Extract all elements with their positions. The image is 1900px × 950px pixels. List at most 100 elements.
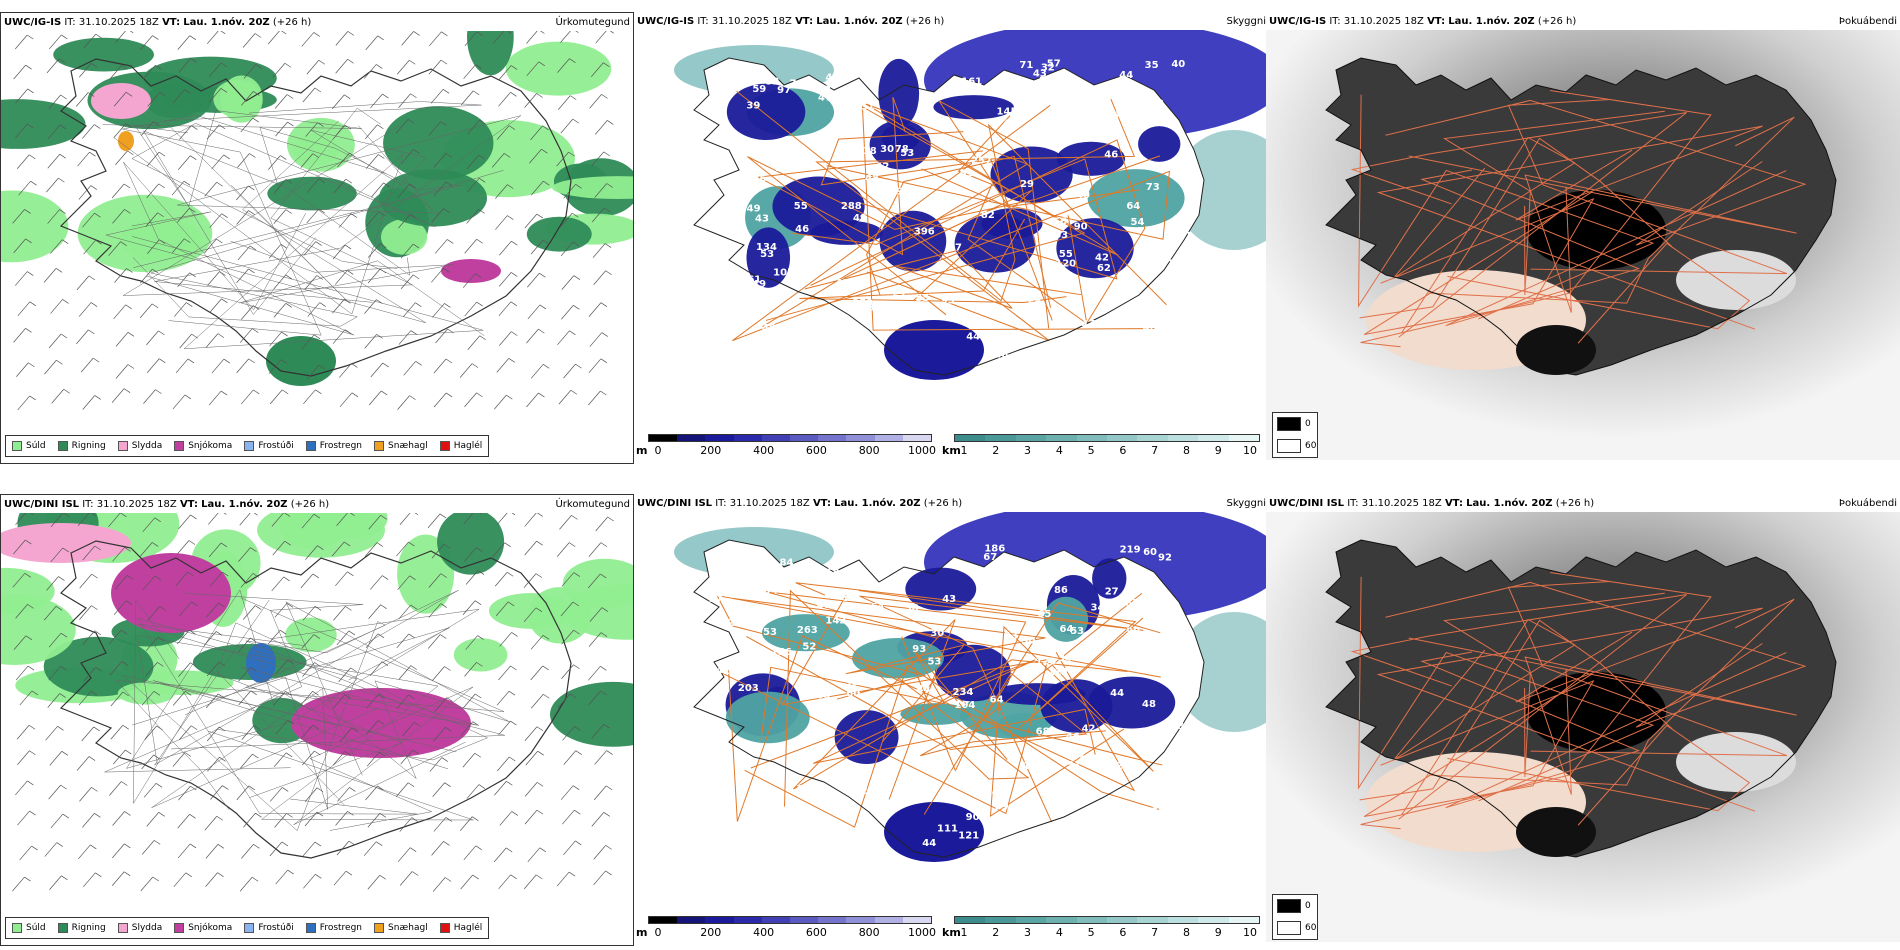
wind-barb-tick xyxy=(255,812,262,818)
wind-barb-tick xyxy=(190,155,197,161)
wind-barb-tick xyxy=(189,629,196,635)
wind-barb-tick xyxy=(157,662,164,667)
wind-barb xyxy=(367,813,381,828)
wind-barb-tick xyxy=(379,874,387,880)
cbar-unit: m xyxy=(636,926,648,939)
cbar-step xyxy=(649,435,678,441)
wind-barb xyxy=(111,183,125,199)
vis-value-label: 41 xyxy=(1178,231,1192,242)
wind-barb xyxy=(178,725,192,740)
legend-swatch xyxy=(244,441,255,451)
wind-barb xyxy=(593,845,606,860)
wind-barb xyxy=(141,691,155,706)
wind-barb-tick xyxy=(24,876,31,882)
vis-value-label: 90 xyxy=(966,812,980,823)
wind-barb-tick xyxy=(536,540,543,546)
wind-barb-tick xyxy=(600,302,608,307)
wind-barb xyxy=(145,662,158,677)
snow-patch xyxy=(291,688,471,758)
wind-barb xyxy=(178,785,191,801)
vis-value-label: 53 xyxy=(900,148,914,159)
wind-barb xyxy=(17,395,30,411)
road xyxy=(1350,112,1687,338)
wind-barb xyxy=(428,59,442,75)
wind-barb-tick xyxy=(94,212,101,218)
wind-barb xyxy=(366,693,379,709)
vis-value-label: 121 xyxy=(958,830,979,841)
wind-barb xyxy=(401,31,414,46)
wind-barb-tick xyxy=(155,65,162,70)
wind-barb xyxy=(82,545,96,561)
wind-barb xyxy=(397,575,410,591)
lead-time: (+26 h) xyxy=(1555,498,1595,509)
vis-value-label: 46 xyxy=(1104,149,1118,160)
legend-item: Súld xyxy=(12,441,46,451)
wind-barb-tick xyxy=(129,31,134,34)
wind-barb xyxy=(238,667,251,682)
wind-barb-tick xyxy=(472,721,479,726)
wind-barb xyxy=(335,571,348,587)
wind-barb-tick xyxy=(91,787,98,792)
fog-map-svg xyxy=(1266,512,1900,942)
wind-barb-tick xyxy=(539,304,547,310)
vis-value-label: 63 xyxy=(1054,230,1068,241)
wind-barb xyxy=(243,64,257,79)
it-label: IT: xyxy=(715,498,727,509)
wind-barb xyxy=(176,629,190,645)
wind-barb-tick xyxy=(318,208,325,214)
wind-barb-tick xyxy=(217,333,225,338)
precip-patch xyxy=(267,176,357,211)
wind-barb-tick xyxy=(151,303,159,309)
wind-barb-tick xyxy=(572,601,580,607)
wind-barb-tick xyxy=(252,305,260,310)
wind-barb-tick xyxy=(62,239,69,244)
wind-barb-tick xyxy=(443,208,450,213)
vis-value-label: 30 xyxy=(880,144,894,155)
road xyxy=(728,635,1136,822)
wind-barb xyxy=(18,180,31,196)
wind-barb xyxy=(112,811,125,826)
vis-panel-bottom: UWC/DINI ISL IT: 31.10.2025 18Z VT: Lau.… xyxy=(634,494,1266,946)
legend-label: Frostúði xyxy=(258,441,294,451)
wind-barb-tick xyxy=(478,209,485,214)
terrain-contour xyxy=(133,127,462,268)
wind-barb xyxy=(13,328,26,343)
wind-barb-tick xyxy=(511,240,518,246)
wind-barb xyxy=(114,31,126,44)
vis-value-label: 215 xyxy=(798,249,819,260)
wind-barb xyxy=(398,330,412,345)
vis-value-label: 186 xyxy=(984,543,1005,554)
vis-value-label: 84 xyxy=(779,557,793,568)
wind-barb-tick xyxy=(282,787,289,792)
wind-barb xyxy=(429,757,443,772)
wind-barb-tick xyxy=(282,389,289,395)
wind-barb xyxy=(563,750,577,765)
vis-blob xyxy=(725,691,810,744)
wind-barb xyxy=(398,93,411,108)
vis-value-label: 61 xyxy=(893,292,907,303)
wind-barb-tick xyxy=(538,61,545,67)
wind-barb xyxy=(113,92,127,107)
wind-barb xyxy=(211,358,225,374)
wind-barb-tick xyxy=(535,607,543,613)
wind-barb xyxy=(498,874,511,890)
vis-value-label: 33 xyxy=(1056,273,1070,284)
wind-barb xyxy=(462,753,476,768)
vis-layer: 6354484353474936384839495946617397827884… xyxy=(634,30,1266,430)
wind-barb xyxy=(466,154,480,170)
panel-header: UWC/DINI ISL IT: 31.10.2025 18Z VT: Lau.… xyxy=(637,497,1263,511)
panel-header: UWC/IG-IS IT: 31.10.2025 18Z VT: Lau. 1.… xyxy=(1269,15,1897,29)
wind-barb xyxy=(398,213,411,229)
vt-value: Lau. 1.nóv. 20Z xyxy=(816,16,903,27)
wind-barb xyxy=(591,151,605,167)
cbar-step xyxy=(761,917,791,923)
vis-value-label: 55 xyxy=(1059,249,1073,260)
wind-barb-tick xyxy=(413,31,420,36)
wind-barb xyxy=(205,333,219,348)
coastline xyxy=(1325,539,1837,858)
wind-barb-tick xyxy=(444,782,451,788)
wind-barb-tick xyxy=(508,690,516,696)
wind-barb xyxy=(267,629,281,645)
wind-barb xyxy=(112,209,125,224)
terrain-contour xyxy=(115,597,505,811)
